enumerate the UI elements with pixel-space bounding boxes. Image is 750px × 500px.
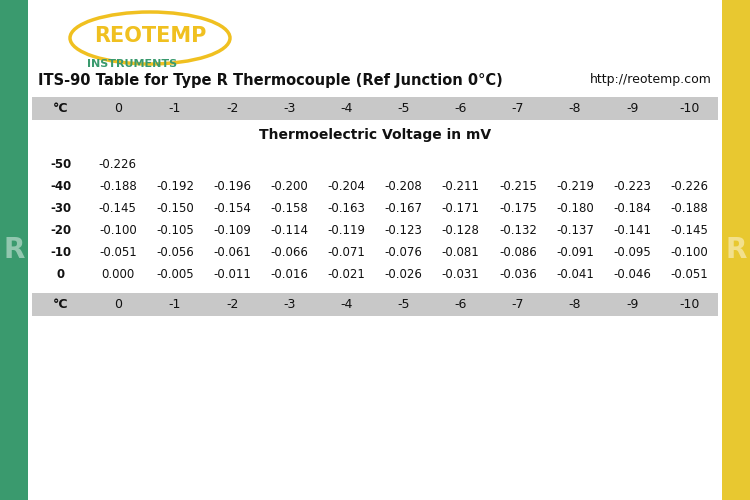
Text: -0.081: -0.081 [442,246,480,258]
Text: -0.011: -0.011 [213,268,251,280]
Text: R: R [725,236,747,264]
Text: -0.154: -0.154 [213,202,251,214]
Text: -40: -40 [50,180,71,192]
Text: -4: -4 [340,298,352,311]
Text: -0.095: -0.095 [614,246,651,258]
Text: -10: -10 [50,246,71,258]
Text: -0.196: -0.196 [213,180,251,192]
Text: -7: -7 [512,102,524,115]
Text: -0.150: -0.150 [156,202,194,214]
Text: -0.175: -0.175 [499,202,537,214]
Text: -0.031: -0.031 [442,268,480,280]
Text: -5: -5 [398,102,410,115]
Text: 0: 0 [56,268,64,280]
Text: -0.226: -0.226 [99,158,136,170]
Text: 0.000: 0.000 [101,268,134,280]
Text: -1: -1 [169,298,181,311]
Text: -0.204: -0.204 [328,180,365,192]
Text: -0.192: -0.192 [156,180,194,192]
Text: -0.114: -0.114 [270,224,308,236]
Text: -20: -20 [50,224,71,236]
Text: °C: °C [53,102,68,115]
Text: 0: 0 [114,298,122,311]
Text: -0.041: -0.041 [556,268,594,280]
Text: -0.145: -0.145 [99,202,136,214]
Text: -0.091: -0.091 [556,246,594,258]
Text: °C: °C [53,298,68,311]
Text: -0.105: -0.105 [156,224,194,236]
Text: -0.219: -0.219 [556,180,594,192]
Bar [32,293,718,316]
Text: -0.158: -0.158 [270,202,308,214]
Text: -0.188: -0.188 [670,202,708,214]
Text: -4: -4 [340,102,352,115]
Text: -3: -3 [283,298,296,311]
Text: -8: -8 [568,298,581,311]
Text: -0.132: -0.132 [499,224,537,236]
Text: -10: -10 [680,298,700,311]
Text: -0.226: -0.226 [670,180,709,192]
Text: R: R [3,236,25,264]
Text: http://reotemp.com: http://reotemp.com [590,74,712,86]
Text: INSTRUMENTS: INSTRUMENTS [87,59,177,69]
Text: -0.211: -0.211 [442,180,480,192]
Text: -0.171: -0.171 [442,202,480,214]
Text: Thermoelectric Voltage in mV: Thermoelectric Voltage in mV [259,128,491,142]
Text: -8: -8 [568,102,581,115]
Text: -0.005: -0.005 [156,268,194,280]
Text: -3: -3 [283,102,296,115]
Text: -7: -7 [512,298,524,311]
Text: -30: -30 [50,202,71,214]
Text: -0.128: -0.128 [442,224,480,236]
Text: -0.021: -0.021 [328,268,365,280]
Text: -0.066: -0.066 [270,246,308,258]
Bar [32,97,718,120]
Text: -2: -2 [226,298,238,311]
Text: -0.056: -0.056 [156,246,194,258]
Text: -0.223: -0.223 [614,180,651,192]
Text: -0.036: -0.036 [499,268,537,280]
Text: -0.119: -0.119 [328,224,365,236]
Text: -0.145: -0.145 [670,224,708,236]
Text: -5: -5 [398,298,410,311]
Text: -0.123: -0.123 [385,224,422,236]
Text: -50: -50 [50,158,71,170]
Text: -0.051: -0.051 [670,268,708,280]
Text: -0.200: -0.200 [270,180,308,192]
Text: -0.188: -0.188 [99,180,136,192]
Text: -0.180: -0.180 [556,202,594,214]
Text: -0.061: -0.061 [213,246,251,258]
Text: REOTEMP: REOTEMP [94,26,206,46]
Text: -2: -2 [226,102,238,115]
Text: -0.163: -0.163 [328,202,365,214]
Text: -6: -6 [454,298,467,311]
Text: ITS-90 Table for Type R Thermocouple (Ref Junction 0°C): ITS-90 Table for Type R Thermocouple (Re… [38,72,502,88]
Text: -0.184: -0.184 [614,202,651,214]
Text: -9: -9 [626,102,638,115]
Text: -0.100: -0.100 [670,246,708,258]
Text: -0.141: -0.141 [614,224,651,236]
Text: -0.026: -0.026 [385,268,422,280]
Text: -0.109: -0.109 [213,224,251,236]
Text: -0.051: -0.051 [99,246,136,258]
Text: -0.167: -0.167 [385,202,422,214]
Text: -6: -6 [454,102,467,115]
Text: -1: -1 [169,102,181,115]
Text: -0.086: -0.086 [499,246,537,258]
Text: -0.208: -0.208 [385,180,422,192]
Text: 0: 0 [114,102,122,115]
Text: -10: -10 [680,102,700,115]
Text: -0.100: -0.100 [99,224,136,236]
Text: -0.046: -0.046 [614,268,651,280]
Text: -0.137: -0.137 [556,224,594,236]
Text: -0.215: -0.215 [499,180,537,192]
Text: -0.071: -0.071 [328,246,365,258]
Text: -9: -9 [626,298,638,311]
Text: -0.016: -0.016 [270,268,308,280]
Text: -0.076: -0.076 [385,246,422,258]
